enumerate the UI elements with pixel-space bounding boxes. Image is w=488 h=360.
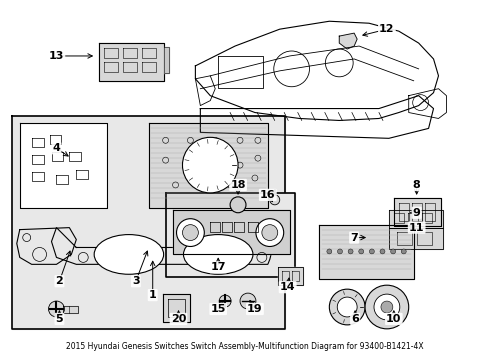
Text: 2: 2 xyxy=(56,276,63,286)
Polygon shape xyxy=(99,43,163,81)
Polygon shape xyxy=(165,193,294,277)
Circle shape xyxy=(48,301,64,317)
Circle shape xyxy=(379,249,384,254)
Polygon shape xyxy=(393,198,441,226)
Text: 3: 3 xyxy=(132,276,140,286)
Circle shape xyxy=(347,249,352,254)
Text: 8: 8 xyxy=(412,180,420,190)
Circle shape xyxy=(269,195,279,205)
Polygon shape xyxy=(339,33,356,49)
Text: 20: 20 xyxy=(170,314,186,324)
Text: 13: 13 xyxy=(49,51,64,61)
Polygon shape xyxy=(20,123,107,208)
Circle shape xyxy=(365,285,408,329)
Circle shape xyxy=(230,197,245,213)
Text: 6: 6 xyxy=(350,314,358,324)
Polygon shape xyxy=(163,47,168,73)
Circle shape xyxy=(380,301,392,313)
Ellipse shape xyxy=(183,235,252,274)
Circle shape xyxy=(358,249,363,254)
Text: 15: 15 xyxy=(210,304,225,314)
Polygon shape xyxy=(51,228,271,264)
Ellipse shape xyxy=(94,235,163,274)
Circle shape xyxy=(326,249,331,254)
Text: 19: 19 xyxy=(246,304,262,314)
Circle shape xyxy=(262,225,277,240)
Circle shape xyxy=(176,219,204,247)
Text: 17: 17 xyxy=(210,262,225,272)
Text: 9: 9 xyxy=(412,208,420,218)
Text: 12: 12 xyxy=(378,24,394,34)
Circle shape xyxy=(337,297,356,317)
Circle shape xyxy=(182,225,198,240)
Circle shape xyxy=(373,294,399,320)
Circle shape xyxy=(328,289,365,325)
Text: 4: 4 xyxy=(52,143,61,153)
Polygon shape xyxy=(388,210,443,228)
Text: 16: 16 xyxy=(260,190,275,200)
Polygon shape xyxy=(12,116,284,329)
Text: 18: 18 xyxy=(230,180,245,190)
Polygon shape xyxy=(17,228,76,264)
Circle shape xyxy=(390,249,395,254)
Text: 7: 7 xyxy=(349,233,357,243)
Polygon shape xyxy=(63,306,78,313)
Text: 1: 1 xyxy=(148,290,156,300)
Polygon shape xyxy=(148,123,267,208)
Circle shape xyxy=(240,293,255,309)
Polygon shape xyxy=(388,228,443,249)
Circle shape xyxy=(255,219,283,247)
Polygon shape xyxy=(319,225,413,279)
Circle shape xyxy=(219,295,231,307)
Text: 10: 10 xyxy=(386,314,401,324)
Polygon shape xyxy=(163,294,190,322)
Polygon shape xyxy=(277,267,302,285)
Circle shape xyxy=(337,249,342,254)
Text: 5: 5 xyxy=(56,314,63,324)
Circle shape xyxy=(401,249,406,254)
Circle shape xyxy=(182,137,238,193)
Circle shape xyxy=(368,249,374,254)
Polygon shape xyxy=(172,210,289,255)
Text: 2015 Hyundai Genesis Switches Switch Assembly-Multifunction Diagram for 93400-B1: 2015 Hyundai Genesis Switches Switch Ass… xyxy=(65,342,423,351)
Text: 11: 11 xyxy=(408,222,424,233)
Text: 14: 14 xyxy=(279,282,295,292)
